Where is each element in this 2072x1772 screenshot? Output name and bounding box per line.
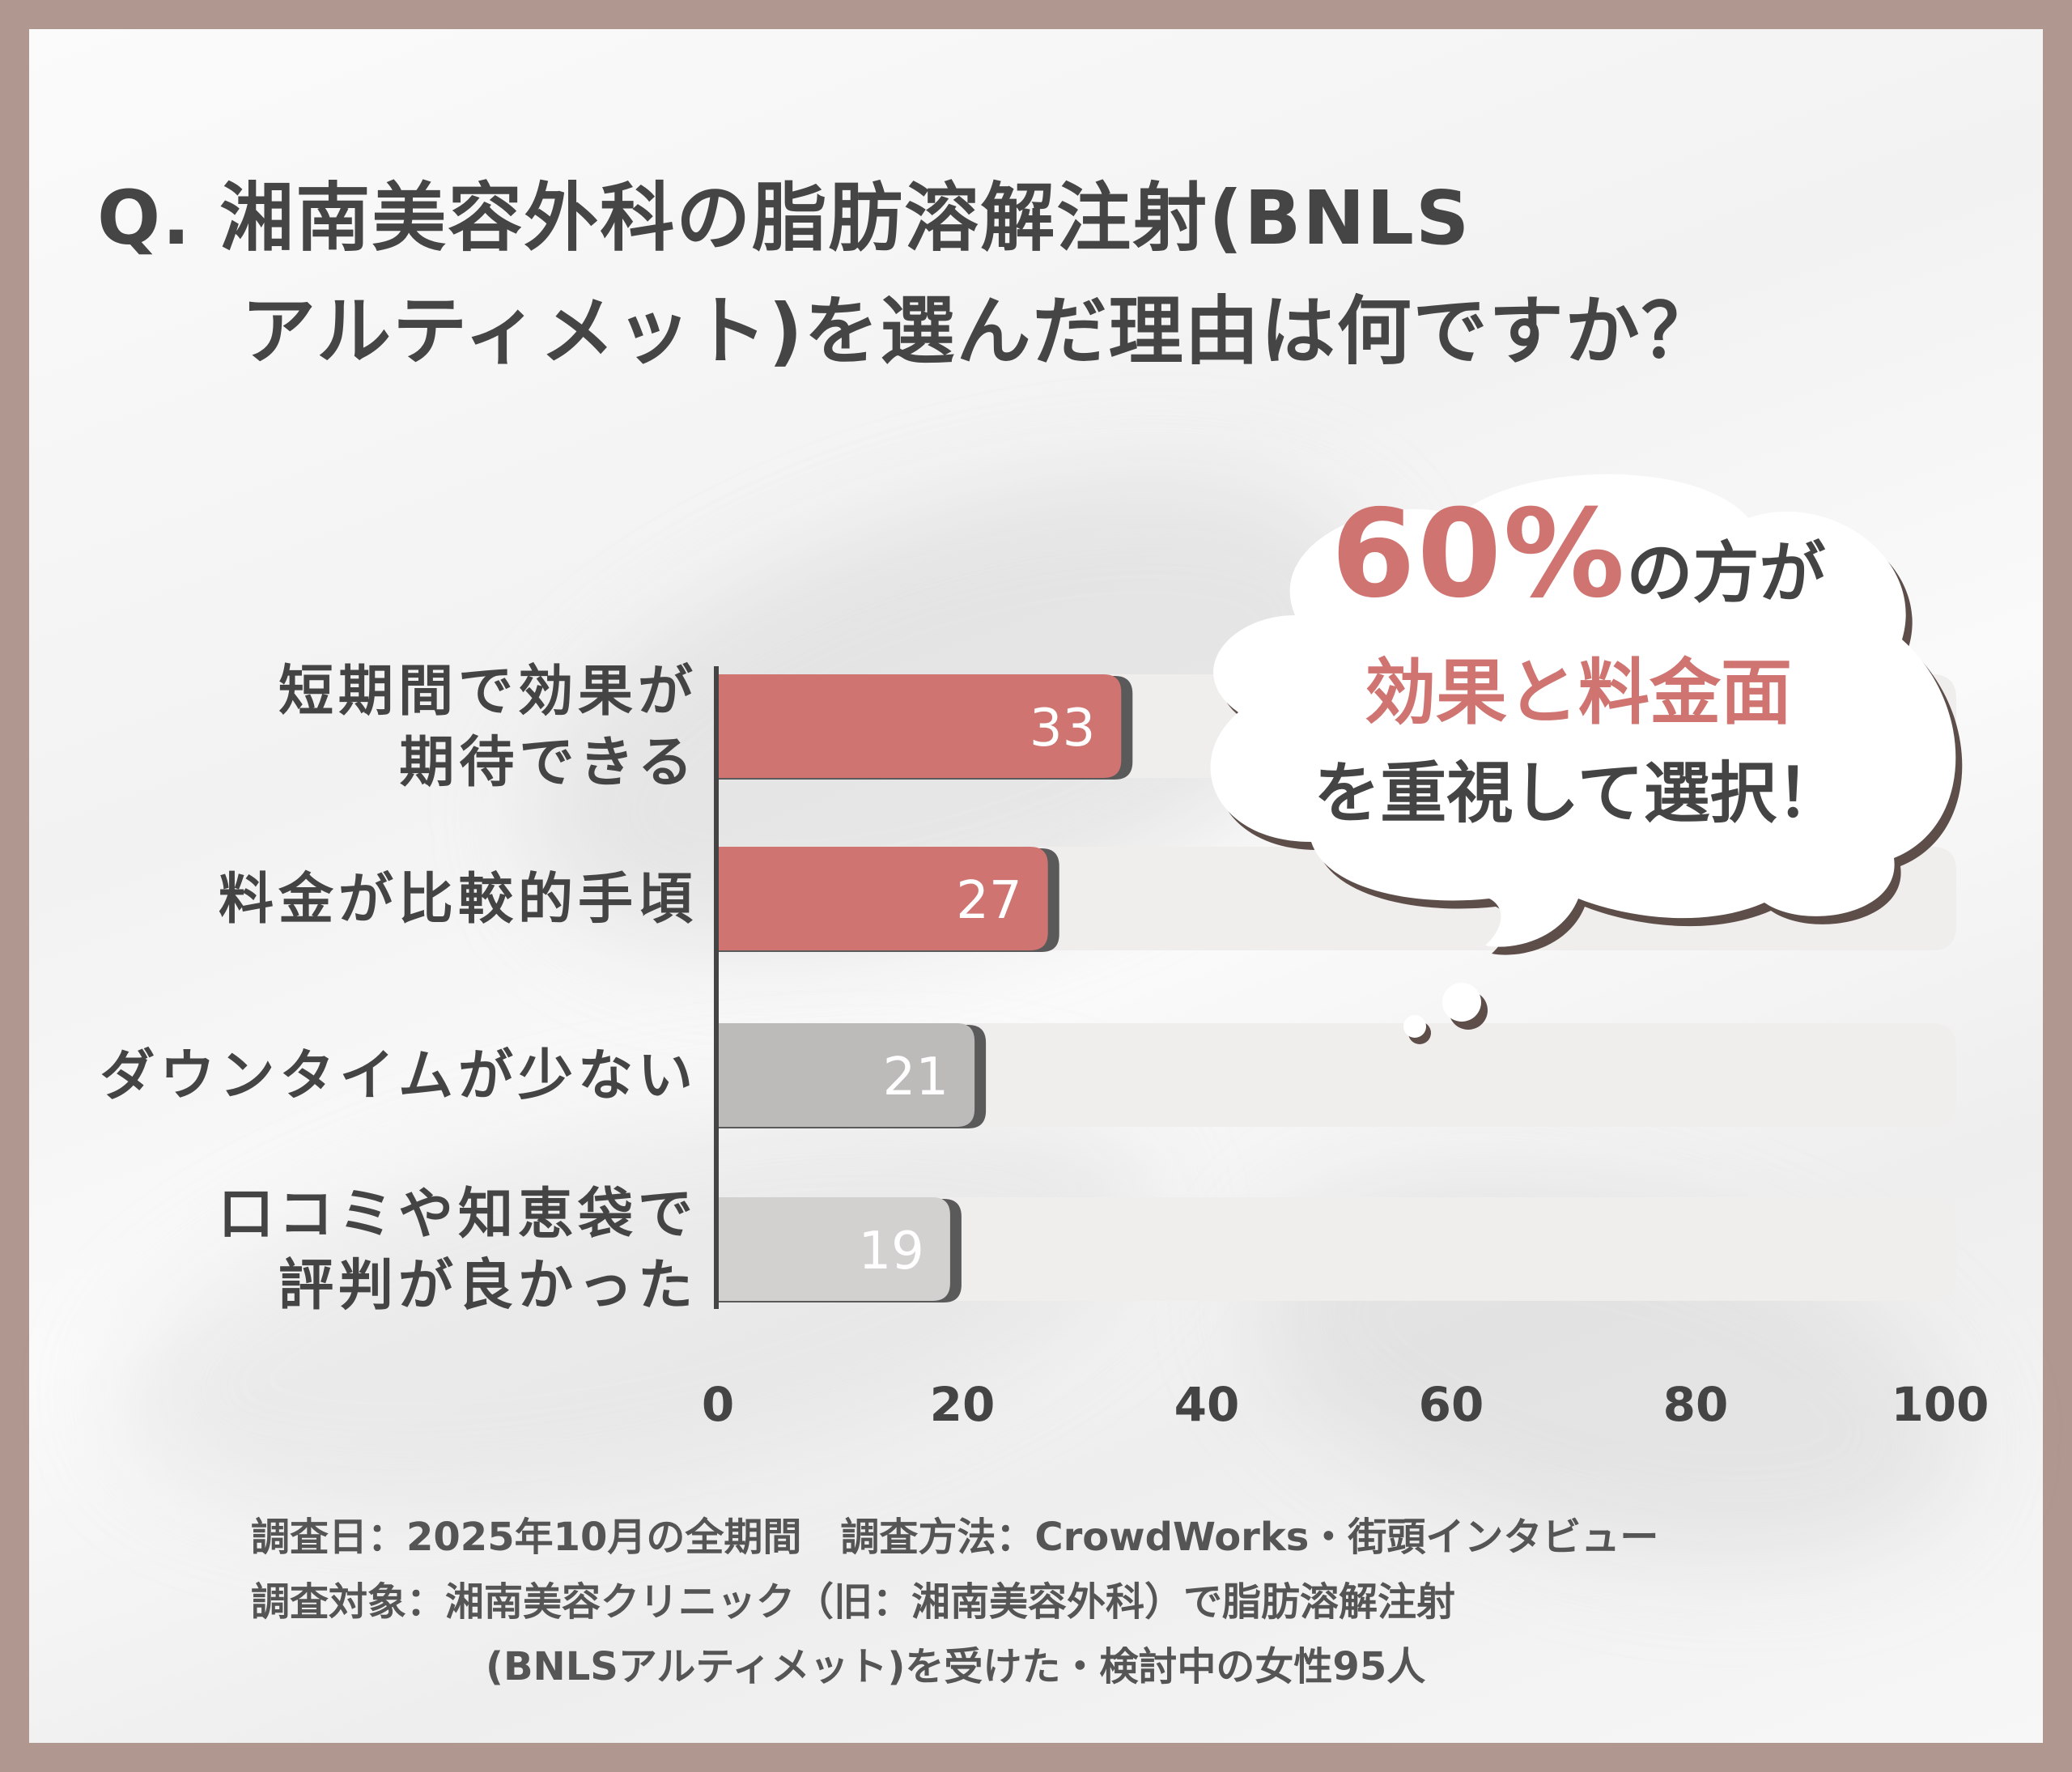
x-tick-label: 40 [1174,1377,1240,1432]
bar-track [718,1023,1956,1127]
category-label: 評判が良かった [278,1254,698,1318]
question-line-2: アルティメット)を選んだ理由は何ですか？ [241,288,1717,375]
bar-track [718,1197,1956,1301]
footer-line-1: 調査日：2025年10月の全期間 調査方法：CrowdWorks・街頭インタビュ… [251,1515,1659,1560]
callout-suffix: の方が [1626,535,1826,612]
callout-text: 60%の方が 効果と料金面 を重視して選択！ [1190,486,1967,847]
x-tick-label: 20 [930,1377,996,1432]
question-title: Q. 湘南美容外科の脂肪溶解注射(BNLS アルティメット)を選んだ理由は何です… [97,162,1717,389]
x-tick-label: 80 [1663,1377,1729,1432]
category-label: ダウンタイムが少ない [100,1044,698,1108]
category-label: 短期間で効果が [278,660,698,724]
category-label: 料金が比較的手頃 [219,868,698,932]
bar-value-label: 33 [1030,699,1095,759]
callout-percent: 60% [1331,484,1627,625]
bars [718,674,1133,1302]
question-line-1: Q. 湘南美容外科の脂肪溶解注射(BNLS [97,175,1471,261]
bar-value-label: 21 [883,1047,949,1107]
speech-bubble [1210,474,1963,1044]
category-labels: 短期間で効果が期待できる料金が比較的手頃ダウンタイムが少ない口コミや知恵袋で評判… [100,660,698,1318]
speech-bubble-body [1210,474,1956,947]
category-label: 口コミや知恵袋で [219,1183,698,1247]
footer-line-2: 調査対象：湘南美容クリニック（旧：湘南美容外科）で脂肪溶解注射 [251,1579,1456,1625]
footer-line-3: (BNLSアルティメット)を受けた・検討中の女性95人 [486,1644,1426,1689]
callout-line-3: を重視して選択！ [1314,755,1843,832]
x-tick-label: 60 [1419,1377,1484,1432]
callout-line-2: 効果と料金面 [1364,651,1792,734]
bar [718,1023,975,1127]
x-tick-label: 0 [702,1377,734,1432]
callout-line-1: 60%の方が [1190,486,1967,661]
thought-dot-small [1403,1015,1426,1038]
bar [718,674,1122,778]
thought-dot-large [1442,983,1481,1022]
category-label: 期待できる [399,731,698,795]
x-tick-label: 100 [1891,1377,1989,1432]
value-labels: 33 27 21 19 [858,699,1095,1281]
bar [718,1197,950,1301]
x-axis-ticks: 0 20 40 60 80 100 [702,1377,1989,1432]
bar [718,847,1048,950]
bar-value-label: 27 [956,871,1021,931]
bar-value-label: 19 [858,1222,923,1281]
